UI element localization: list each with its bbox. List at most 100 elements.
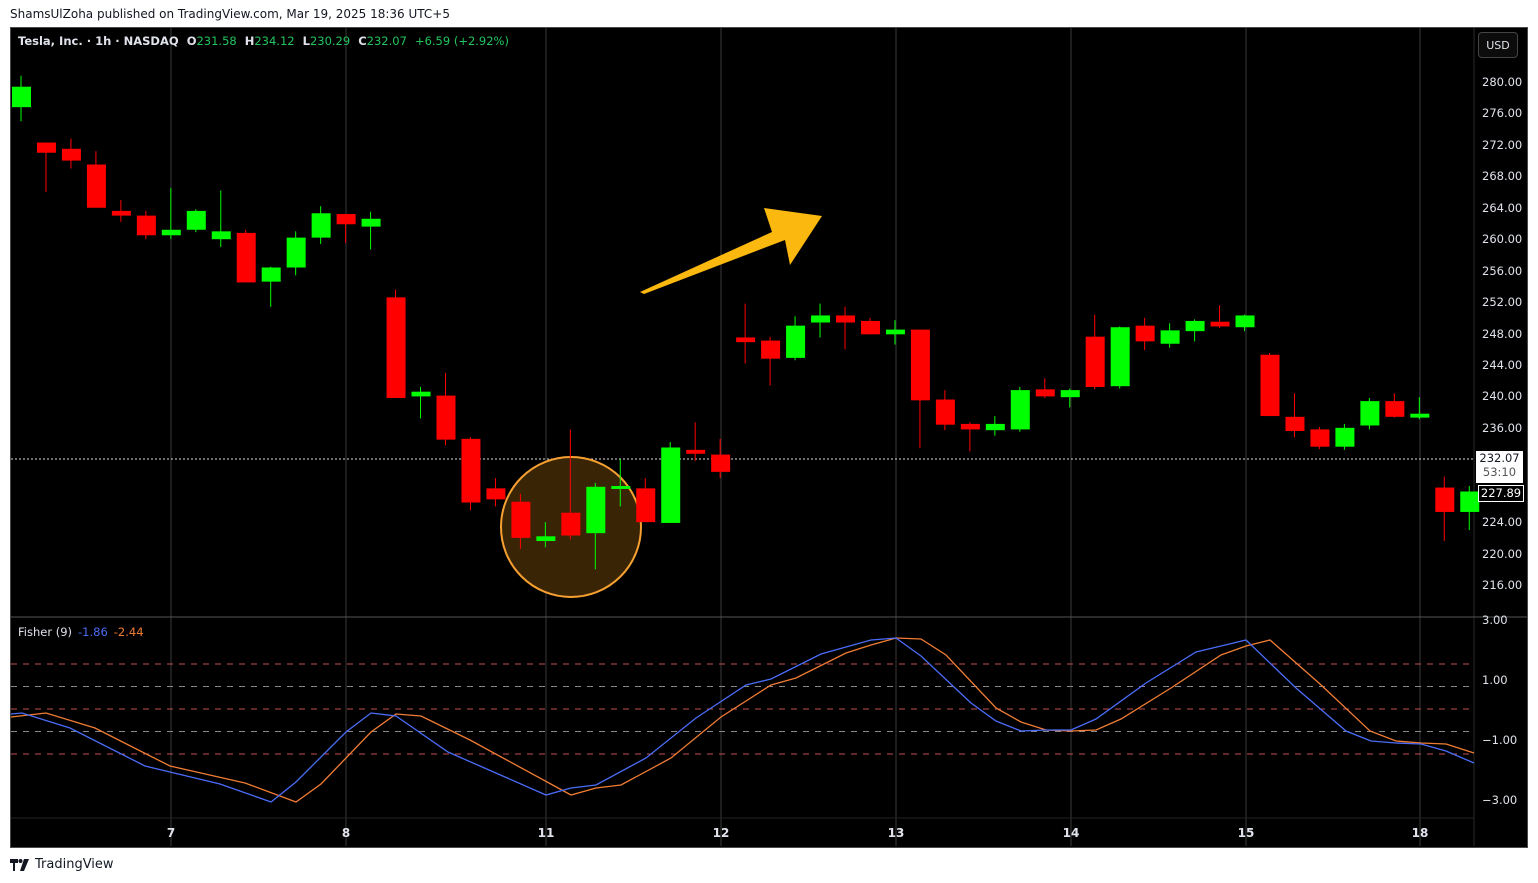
time-tick: 7 — [166, 826, 176, 840]
candle-up — [786, 325, 806, 358]
candle-up — [261, 267, 281, 282]
price-tick: 240.00 — [1482, 389, 1523, 404]
fisher-title: Fisher (9) — [18, 625, 73, 639]
price-tick: 252.00 — [1482, 295, 1523, 310]
chart-frame[interactable] — [10, 27, 1528, 848]
price-tick: 276.00 — [1482, 106, 1523, 121]
candle-down — [1385, 401, 1405, 417]
symbol-legend: Tesla, Inc. · 1h · NASDAQ O231.58 H234.1… — [18, 34, 509, 48]
candle-down — [511, 501, 531, 538]
candle-down — [461, 438, 481, 503]
trigger-line — [10, 637, 1475, 803]
candle-down — [686, 449, 706, 454]
candle-down — [960, 423, 980, 430]
open-label: O — [186, 34, 197, 48]
candle-down — [1260, 354, 1280, 417]
candle-down — [111, 210, 131, 216]
candle-down — [1285, 416, 1305, 431]
last-price-value: 232.07 — [1479, 451, 1520, 465]
candle-up — [211, 231, 231, 240]
high-label: H — [244, 34, 255, 48]
candle-down — [1035, 389, 1055, 397]
candle-down — [636, 488, 656, 523]
symbol-title: Tesla, Inc. · 1h · NASDAQ — [18, 34, 179, 48]
price-tick: 224.00 — [1482, 515, 1523, 530]
fisher-line — [10, 637, 1475, 803]
price-tick: 272.00 — [1482, 137, 1523, 152]
candle-up — [1235, 315, 1255, 328]
price-tick: 264.00 — [1482, 200, 1523, 215]
price-tick: 220.00 — [1482, 546, 1523, 561]
close-label: C — [358, 34, 367, 48]
trigger-value: -2.44 — [113, 625, 144, 639]
price-tick: 280.00 — [1482, 75, 1523, 89]
low-label: L — [302, 34, 310, 48]
candle-up — [1460, 491, 1480, 512]
tradingview-footer: TradingView — [10, 857, 114, 872]
fisher-value: -1.86 — [78, 625, 108, 639]
candle-down — [1085, 336, 1105, 387]
fisher-tick: −1.00 — [1482, 733, 1518, 747]
time-tick: 8 — [341, 826, 351, 840]
candle-down — [36, 142, 56, 153]
candle-up — [286, 237, 306, 268]
time-tick: 15 — [1237, 826, 1255, 840]
candle-up — [586, 486, 606, 534]
fisher-legend: Fisher (9) -1.86 -2.44 — [18, 625, 144, 639]
candle-down — [711, 454, 731, 472]
candle-up — [1335, 427, 1355, 447]
candle-up — [661, 447, 681, 523]
tradingview-brand: TradingView — [35, 857, 114, 872]
candle-up — [311, 213, 331, 238]
candle-down — [860, 320, 880, 335]
candle-down — [61, 148, 81, 161]
candle-up — [611, 486, 631, 490]
candle-up — [536, 536, 556, 542]
high-value: 234.12 — [254, 34, 295, 48]
time-tick: 11 — [537, 826, 555, 840]
cursor-price-label: 227.89 — [1478, 485, 1524, 502]
time-tick: 13 — [887, 826, 905, 840]
candle-up — [811, 315, 831, 323]
candle-up — [985, 423, 1005, 431]
candle-up — [1410, 413, 1430, 418]
time-tick: 12 — [712, 826, 730, 840]
price-tick: 268.00 — [1482, 169, 1523, 184]
close-value: 232.07 — [366, 34, 407, 48]
candle-up — [1110, 327, 1130, 387]
fisher-tick: 1.00 — [1482, 673, 1508, 687]
candle-up — [361, 218, 381, 227]
candle-down — [86, 164, 106, 208]
candle-up — [885, 329, 905, 335]
candle-up — [411, 391, 431, 397]
candle-down — [836, 315, 856, 323]
candle-down — [761, 340, 781, 359]
candle-down — [1135, 325, 1155, 342]
candle-up — [1185, 320, 1205, 332]
candle-up — [12, 86, 31, 108]
candle-down — [436, 395, 456, 440]
time-tick: 18 — [1411, 826, 1429, 840]
candle-down — [236, 232, 256, 283]
price-tick: 244.00 — [1482, 357, 1523, 372]
candle-down — [1435, 487, 1455, 512]
candle-down — [1310, 429, 1330, 447]
currency-button[interactable]: USD — [1478, 32, 1518, 58]
candle-down — [386, 297, 406, 398]
candle-up — [161, 229, 181, 236]
candle-down — [1210, 321, 1230, 327]
fisher-tick: 3.00 — [1482, 613, 1508, 627]
trend-arrow-icon — [640, 208, 822, 294]
candle-down — [910, 329, 930, 401]
candle-down — [935, 399, 955, 425]
candle-down — [336, 214, 356, 225]
last-price-label: 232.07 53:10 — [1476, 451, 1523, 483]
low-value: 230.29 — [309, 34, 351, 48]
candle-down — [561, 512, 581, 536]
candle-down — [736, 337, 756, 343]
candle-up — [1360, 401, 1380, 426]
candle-down — [136, 215, 156, 236]
price-tick: 248.00 — [1482, 326, 1523, 341]
candle-down — [486, 488, 506, 500]
